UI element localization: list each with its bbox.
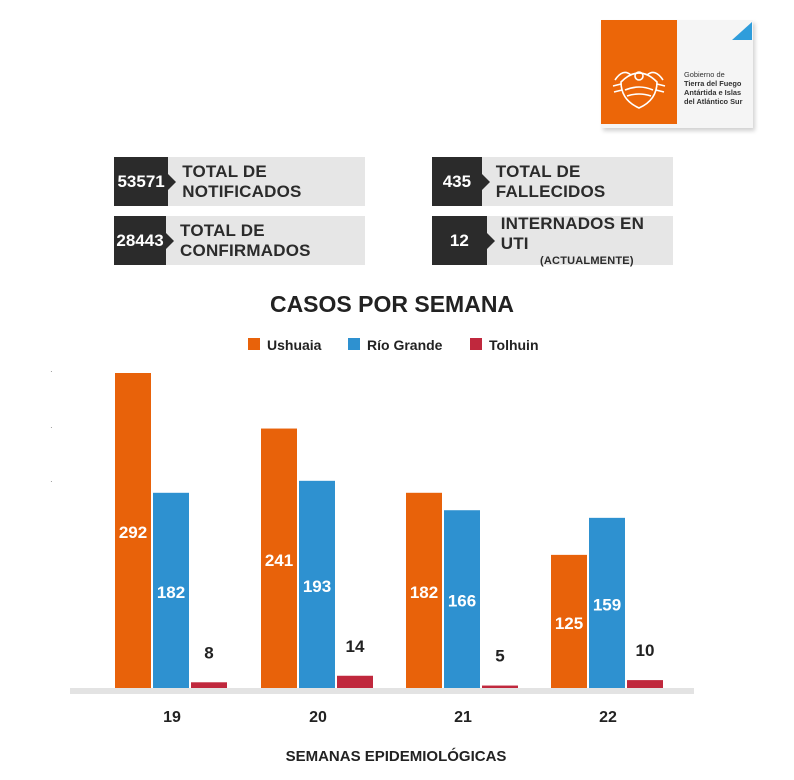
legend-swatch-1 — [348, 338, 360, 350]
legend-swatch-0 — [248, 338, 260, 350]
stat-notificados-label: TOTAL DE NOTIFICADOS — [182, 161, 302, 201]
legend-label-2: Tolhuin — [489, 337, 539, 353]
logo-text: Gobierno de Tierra del Fuego Antártida e… — [684, 70, 743, 106]
stat-confirmados-value: 28443 — [114, 216, 175, 265]
data-label: 10 — [636, 641, 655, 660]
x-tick-label: 22 — [599, 709, 617, 726]
data-label: 166 — [448, 592, 476, 611]
data-label: 241 — [265, 551, 293, 570]
stat-uti-value: 12 — [432, 216, 495, 265]
stat-confirmados-label: TOTAL DE CONFIRMADOS — [180, 220, 311, 260]
data-label: 182 — [157, 583, 185, 602]
data-label: 182 — [410, 583, 438, 602]
stat-uti: 12 INTERNADOS EN UTI (ACTUALMENTE) — [432, 214, 673, 267]
chart-bars: 292 182 8 241 193 14 182 166 5 125 159 10 — [115, 373, 663, 691]
chart-baseline — [70, 688, 694, 694]
data-label: 159 — [593, 595, 621, 614]
stat-notificados: 53571 TOTAL DE NOTIFICADOS — [114, 157, 365, 206]
data-label: 292 — [119, 523, 147, 542]
data-label: 125 — [555, 614, 583, 633]
cases-by-week-chart: CASOS POR SEMANA Ushuaia Río Grande Tolhui… — [50, 291, 694, 765]
chart-legend: Ushuaia Río Grande Tolhuin — [248, 337, 539, 353]
stat-confirmados: 28443 TOTAL DE CONFIRMADOS — [114, 216, 365, 265]
data-label: 193 — [303, 577, 331, 596]
stat-fallecidos-value: 435 — [432, 157, 490, 206]
axis-tick-mark: · — [50, 477, 53, 486]
bar-ushuaia-19 — [115, 373, 151, 691]
chart-title: CASOS POR SEMANA — [270, 291, 514, 317]
stat-fallecidos-label: TOTAL DE FALLECIDOS — [495, 161, 606, 201]
government-logo: Gobierno de Tierra del Fuego Antártida e… — [601, 20, 753, 128]
bar-tolhuin-19 — [191, 682, 227, 691]
x-tick-label: 20 — [309, 709, 327, 726]
bar-rio-grande-21 — [444, 510, 480, 691]
coat-of-arms-icon — [612, 71, 666, 109]
axis-tick-mark: · — [50, 367, 53, 376]
bar-tolhuin-20 — [337, 675, 373, 691]
data-label: 8 — [204, 643, 213, 662]
bar-ushuaia-21 — [406, 492, 442, 691]
logo-orange-panel — [601, 20, 677, 124]
stat-uti-sublabel: (ACTUALMENTE) — [540, 255, 634, 267]
legend-label-1: Río Grande — [367, 337, 443, 353]
bar-ushuaia-20 — [261, 428, 297, 691]
legend-label-0: Ushuaia — [267, 337, 322, 353]
bar-rio-grande-22 — [589, 517, 625, 691]
bar-rio-grande-19 — [153, 492, 189, 691]
bar-ushuaia-22 — [551, 554, 587, 691]
axis-tick-mark: · — [50, 423, 53, 432]
data-label: 5 — [495, 647, 504, 666]
data-label: 14 — [346, 637, 365, 656]
x-axis-label: SEMANAS EPIDEMIOLÓGICAS — [286, 747, 507, 765]
stat-notificados-value: 53571 — [114, 157, 177, 206]
x-tick-label: 21 — [454, 709, 472, 726]
stat-fallecidos: 435 TOTAL DE FALLECIDOS — [432, 157, 673, 206]
x-tick-label: 19 — [163, 709, 181, 726]
logo-corner-triangle — [732, 22, 752, 40]
bar-rio-grande-20 — [299, 480, 335, 691]
stat-uti-label: INTERNADOS EN UTI — [500, 214, 645, 253]
x-axis-ticks: 19 20 21 22 — [163, 709, 617, 726]
bar-tolhuin-22 — [627, 680, 663, 691]
legend-swatch-2 — [470, 338, 482, 350]
